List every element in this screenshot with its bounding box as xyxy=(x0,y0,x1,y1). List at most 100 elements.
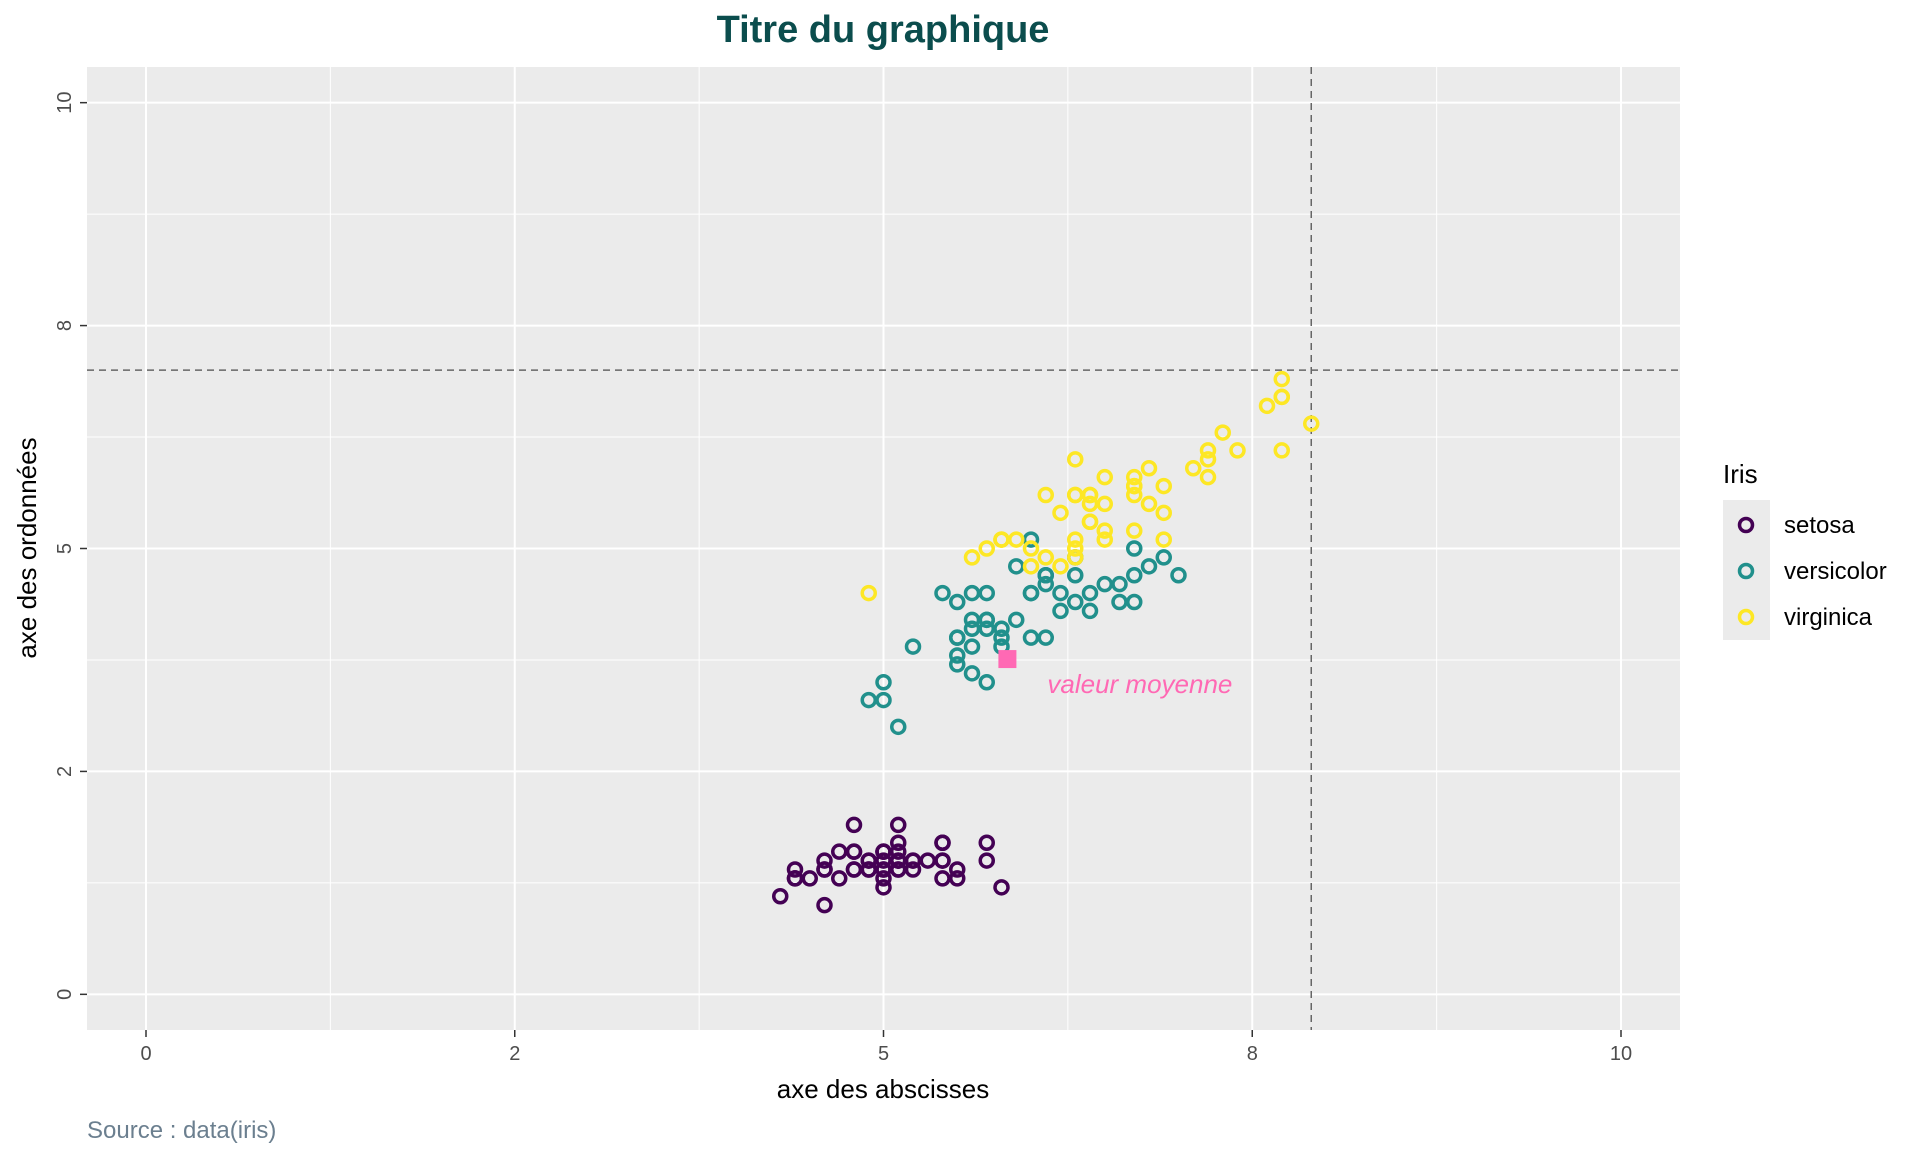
point-setosa xyxy=(934,834,951,851)
point-virginica xyxy=(1126,477,1143,495)
reference-lines xyxy=(87,67,1680,1030)
point-virginica xyxy=(1140,460,1158,477)
point-setosa xyxy=(919,852,936,869)
point-versicolor xyxy=(978,620,995,637)
point-virginica xyxy=(963,549,981,566)
point-virginica xyxy=(1067,486,1084,504)
point-virginica xyxy=(1273,370,1290,388)
point-setosa xyxy=(875,861,892,878)
point-versicolor xyxy=(1111,593,1128,611)
point-virginica xyxy=(1067,451,1084,468)
point-virginica xyxy=(860,584,877,602)
point-versicolor xyxy=(875,691,892,709)
x-axis-ticks: 0 2 5 8 10 xyxy=(140,1030,1632,1065)
point-virginica xyxy=(978,540,995,557)
point-versicolor xyxy=(1037,575,1054,593)
point-virginica xyxy=(1067,549,1084,566)
point-versicolor xyxy=(1155,549,1172,566)
point-setosa xyxy=(875,879,892,896)
point-versicolor xyxy=(1067,593,1084,611)
series-virginica xyxy=(860,370,1320,602)
point-setosa xyxy=(875,870,892,887)
point-versicolor xyxy=(1140,558,1158,575)
point-versicolor xyxy=(904,638,922,655)
point-versicolor xyxy=(1037,629,1054,646)
point-versicolor xyxy=(949,647,966,664)
chart-title: Titre du graphique xyxy=(717,9,1050,51)
legend-key-background xyxy=(1723,500,1770,640)
point-setosa xyxy=(949,861,966,878)
point-virginica xyxy=(1022,540,1040,557)
point-versicolor xyxy=(934,584,951,602)
legend-label-versicolor: versicolor xyxy=(1784,558,1887,585)
point-versicolor xyxy=(1126,567,1143,584)
point-versicolor xyxy=(949,656,966,673)
legend-key-virginica xyxy=(1737,608,1755,626)
point-virginica xyxy=(1096,522,1113,539)
point-setosa xyxy=(816,896,833,914)
point-versicolor xyxy=(978,611,995,629)
point-setosa xyxy=(890,816,907,834)
point-virginica xyxy=(1052,504,1069,522)
point-setosa xyxy=(845,861,863,878)
point-versicolor xyxy=(1008,611,1025,629)
point-versicolor xyxy=(1081,584,1099,602)
legend-label-setosa: setosa xyxy=(1784,512,1855,539)
point-versicolor xyxy=(1022,584,1040,602)
point-versicolor xyxy=(1052,584,1069,602)
y-axis-ticks: 0 2 5 8 10 xyxy=(54,92,87,1000)
x-tick-label: 5 xyxy=(878,1043,889,1065)
legend: Iris setosa versicolor virginica xyxy=(1723,459,1887,640)
point-versicolor xyxy=(978,674,995,691)
point-virginica xyxy=(1126,522,1143,539)
point-setosa xyxy=(831,870,848,887)
point-virginica xyxy=(1199,468,1217,486)
point-setosa xyxy=(993,879,1010,896)
point-virginica xyxy=(1273,442,1290,459)
point-virginica xyxy=(1229,442,1246,459)
x-tick-label: 8 xyxy=(1247,1043,1258,1065)
point-setosa xyxy=(978,834,995,851)
point-versicolor xyxy=(875,674,892,691)
point-virginica xyxy=(1052,558,1069,575)
point-virginica xyxy=(1155,477,1172,495)
point-virginica xyxy=(1155,504,1172,522)
point-versicolor xyxy=(1081,602,1099,620)
y-tick-label: 0 xyxy=(54,989,76,1000)
y-axis-title: axe des ordonnées xyxy=(12,437,42,658)
point-virginica xyxy=(1022,558,1040,575)
point-setosa xyxy=(816,852,833,869)
x-axis-title: axe des abscisses xyxy=(777,1074,989,1104)
point-versicolor xyxy=(1037,567,1054,584)
legend-title: Iris xyxy=(1723,459,1758,489)
x-tick-label: 2 xyxy=(509,1043,520,1065)
y-tick-label: 8 xyxy=(54,320,76,331)
point-versicolor xyxy=(949,629,966,646)
legend-label-virginica: virginica xyxy=(1784,604,1873,631)
point-virginica xyxy=(1067,531,1084,548)
point-virginica xyxy=(1199,451,1217,468)
point-setosa xyxy=(786,870,804,887)
point-versicolor xyxy=(993,629,1010,646)
point-versicolor xyxy=(1052,602,1069,620)
point-virginica xyxy=(1081,513,1099,530)
point-versicolor xyxy=(1126,540,1143,557)
legend-key-versicolor xyxy=(1737,562,1755,580)
point-setosa xyxy=(860,852,877,869)
point-virginica xyxy=(1081,495,1099,513)
point-virginica xyxy=(1126,486,1143,504)
source-caption: Source : data(iris) xyxy=(87,1117,276,1144)
mean-annotation: valeur moyenne xyxy=(1047,669,1232,699)
point-versicolor xyxy=(1111,575,1128,593)
point-virginica xyxy=(1096,531,1113,548)
point-virginica xyxy=(1126,468,1143,486)
point-setosa xyxy=(890,843,907,860)
x-tick-label: 10 xyxy=(1610,1043,1632,1065)
y-tick-label: 2 xyxy=(54,766,76,777)
point-setosa xyxy=(890,834,907,851)
point-virginica xyxy=(1140,495,1158,513)
x-tick-label: 0 xyxy=(140,1043,151,1065)
point-setosa xyxy=(845,816,863,834)
y-tick-label: 10 xyxy=(54,92,76,114)
